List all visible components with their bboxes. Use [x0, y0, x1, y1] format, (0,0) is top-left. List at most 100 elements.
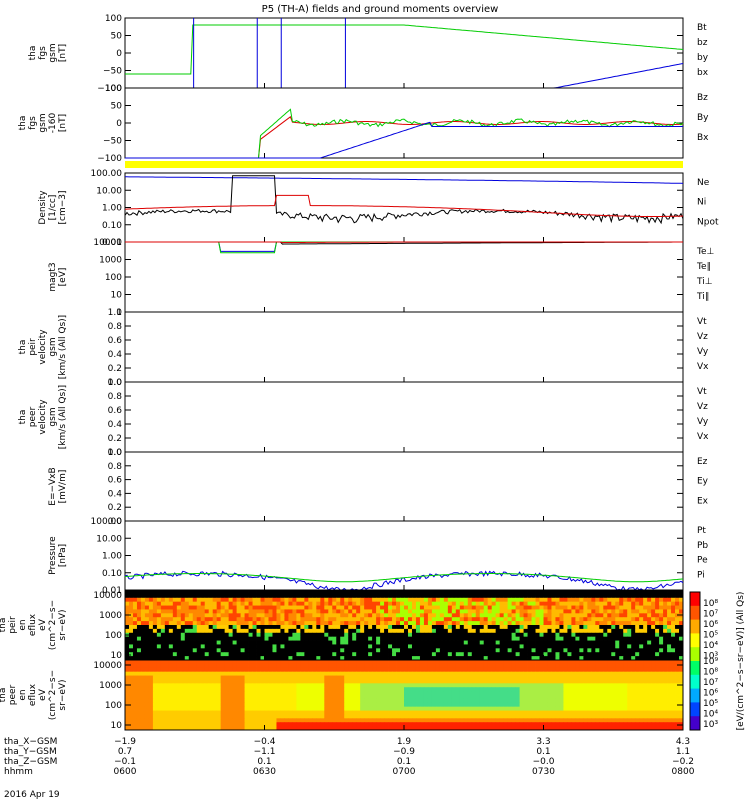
heatmap-cell: [380, 617, 385, 622]
heatmap-cell: [667, 652, 672, 657]
heatmap-cell: [148, 621, 154, 626]
heatmap-cell: [348, 695, 353, 700]
heatmap-cell: [360, 593, 365, 599]
heatmap-cell: [356, 683, 361, 688]
heatmap-cell: [419, 621, 425, 626]
heatmap-cell: [575, 679, 580, 684]
heatmap-cell: [172, 667, 178, 673]
heatmap-cell: [172, 695, 178, 700]
heatmap-cell: [400, 667, 405, 673]
heatmap-cell: [423, 609, 429, 614]
heatmap-cell: [415, 644, 421, 649]
heatmap-cell: [411, 597, 417, 603]
heatmap-cell: [356, 605, 361, 610]
heatmap-cell: [675, 605, 680, 610]
heatmap-cell: [260, 597, 265, 603]
heatmap-cell: [388, 644, 393, 649]
heatmap-cell: [655, 660, 660, 665]
heatmap-cell: [268, 628, 273, 634]
heatmap-cell: [639, 636, 644, 641]
heatmap-cell: [463, 683, 469, 688]
heatmap-cell: [583, 706, 588, 711]
heatmap-cell: [587, 644, 592, 649]
heatmap-cell: [463, 663, 469, 669]
heatmap-cell: [479, 679, 485, 684]
heatmap-cell: [268, 590, 273, 595]
heatmap-cell: [539, 605, 544, 610]
legend-entry: Vy: [697, 347, 709, 357]
heatmap-cell: [128, 632, 134, 638]
heatmap-cell: [527, 593, 532, 599]
heatmap-cell: [643, 660, 648, 665]
heatmap-cell: [404, 698, 409, 704]
heatmap-cell: [316, 691, 321, 696]
y-tick-label: 50: [111, 102, 123, 112]
heatmap-cell: [443, 613, 449, 618]
heatmap-cell: [380, 613, 385, 618]
heatmap-cell: [599, 687, 604, 692]
heatmap-cell: [671, 702, 676, 708]
legend-entry: Vy: [697, 417, 709, 427]
heatmap-cell: [160, 683, 166, 688]
y-tick-label: 0.8: [108, 322, 123, 332]
heatmap-cell: [180, 590, 186, 595]
heatmap-cell: [300, 683, 305, 688]
heatmap-cell: [479, 687, 485, 692]
heatmap-cell: [228, 710, 234, 715]
heatmap-cell: [667, 632, 672, 638]
heatmap-cell: [431, 710, 437, 715]
heatmap-cell: [583, 702, 588, 708]
heatmap-cell: [192, 597, 198, 603]
heatmap-cell: [300, 628, 305, 634]
heatmap-cell: [288, 632, 293, 638]
heatmap-cell: [300, 706, 305, 711]
heatmap-cell: [128, 679, 134, 684]
heatmap-cell: [180, 656, 186, 661]
heatmap-cell: [204, 656, 210, 661]
heatmap-cell: [443, 644, 449, 649]
heatmap-cell: [400, 698, 405, 704]
heatmap-cell: [495, 601, 501, 606]
panel-frame: [124, 381, 684, 453]
heatmap-cell: [380, 621, 385, 626]
heatmap-cell: [575, 601, 580, 606]
heatmap-cell: [364, 683, 369, 688]
heatmap-cell: [396, 710, 401, 715]
heatmap-cell: [459, 687, 465, 692]
heatmap-cell: [296, 687, 301, 692]
heatmap-cell: [168, 632, 174, 638]
heatmap-cell: [483, 675, 489, 680]
heatmap-cell: [527, 698, 532, 704]
heatmap-cell: [595, 609, 600, 614]
heatmap-cell: [352, 644, 357, 649]
heatmap-cell: [308, 601, 313, 606]
heatmap-cell: [268, 644, 273, 649]
heatmap-cell: [607, 593, 612, 599]
heatmap-cell: [459, 706, 465, 711]
heatmap-cell: [435, 698, 441, 704]
heatmap-cell: [611, 597, 616, 603]
heatmap-cell: [388, 679, 393, 684]
heatmap-cell: [671, 628, 676, 634]
heatmap-cell: [679, 609, 684, 614]
heatmap-cell: [595, 671, 600, 676]
heatmap-cell: [244, 683, 249, 688]
heatmap-cell: [148, 648, 154, 653]
legend-entry: by: [697, 53, 709, 63]
heatmap-cell: [264, 652, 269, 657]
heatmap-cell: [667, 675, 672, 680]
heatmap-cell: [144, 675, 150, 680]
heatmap-cell: [332, 648, 337, 653]
heatmap-cell: [515, 671, 520, 676]
heatmap-cell: [180, 706, 186, 711]
heatmap-cell: [639, 660, 644, 665]
heatmap-cell: [264, 675, 269, 680]
heatmap-cell: [539, 617, 544, 622]
heatmap-cell: [188, 660, 194, 665]
heatmap-cell: [132, 671, 138, 676]
heatmap-cell: [136, 593, 142, 599]
heatmap-cell: [635, 640, 640, 645]
heatmap-cell: [443, 609, 449, 614]
heatmap-cell: [180, 628, 186, 634]
